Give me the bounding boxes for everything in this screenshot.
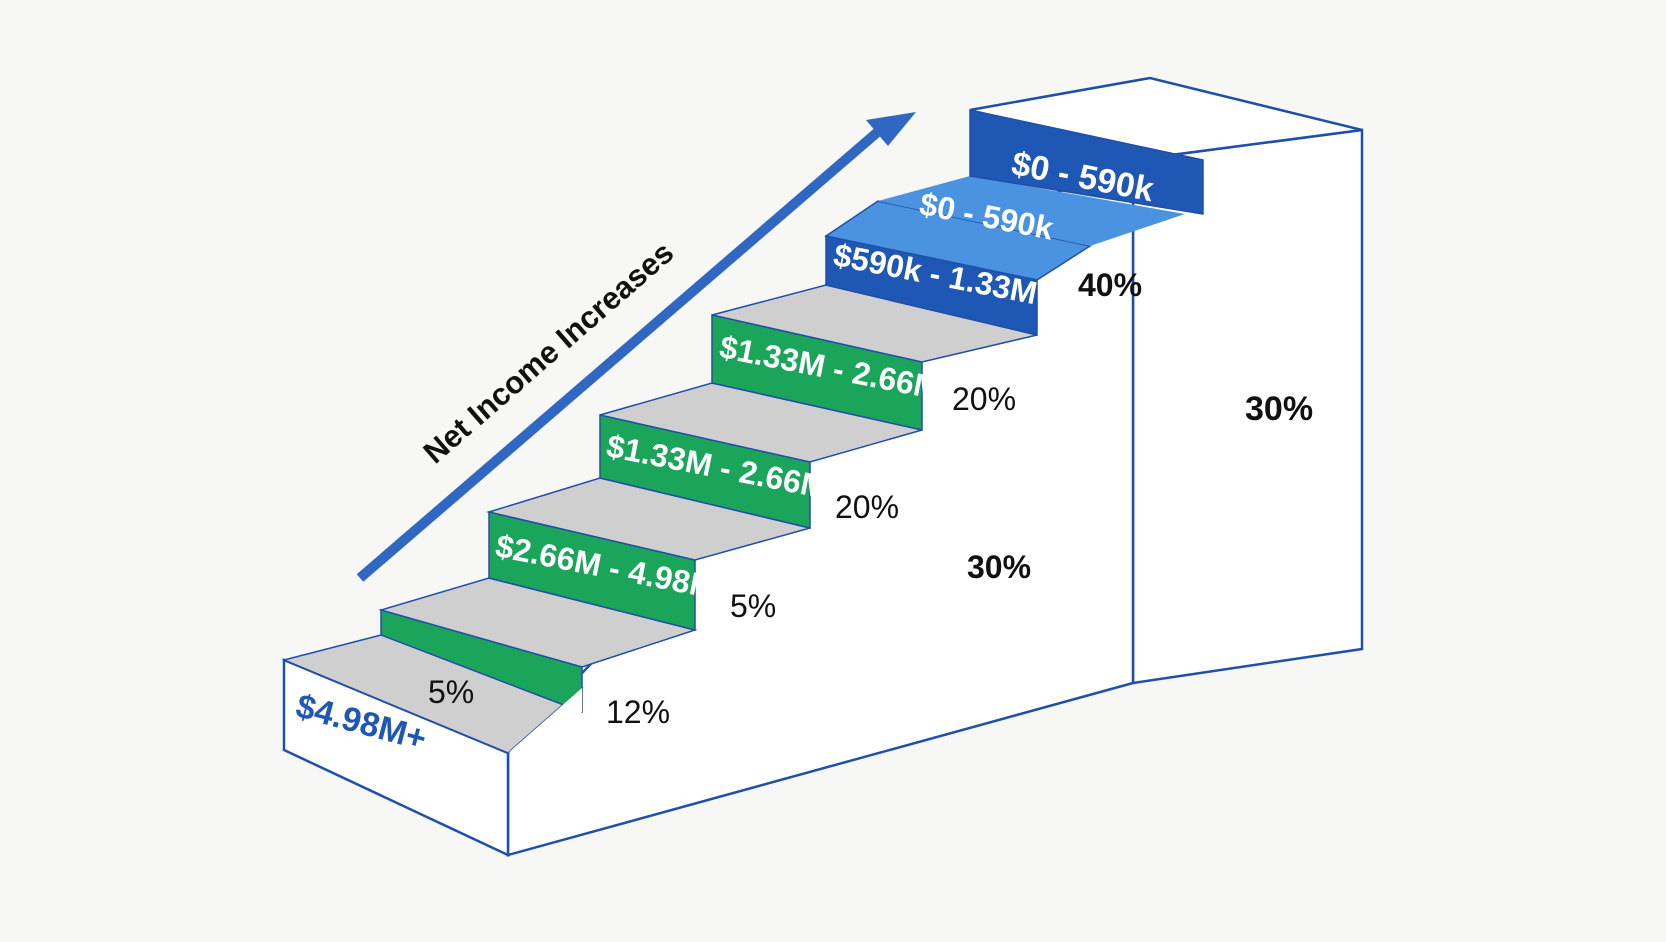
percent-label-3: 20% <box>835 489 899 525</box>
arrow-head-icon <box>866 112 916 146</box>
percent-label-5: 5% <box>428 674 474 710</box>
riser-7 <box>969 109 1204 215</box>
percent-label-8: 30% <box>1245 390 1313 428</box>
percent-label-1: 40% <box>1078 267 1142 303</box>
percent-label-7: 30% <box>967 549 1031 585</box>
trend-arrow <box>356 112 916 582</box>
percent-label-2: 20% <box>952 381 1016 417</box>
percent-label-4: 5% <box>730 588 776 624</box>
percent-label-6: 12% <box>606 694 670 730</box>
